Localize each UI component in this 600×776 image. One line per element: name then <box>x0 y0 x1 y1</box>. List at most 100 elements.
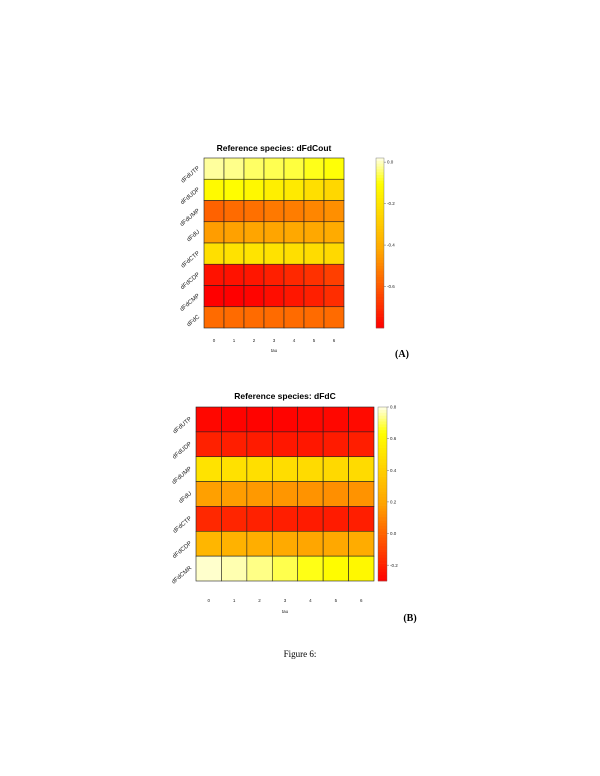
colorbar-swatch <box>378 575 387 579</box>
heatmap-cell <box>303 242 325 265</box>
row-label: dFdUDP <box>180 187 201 206</box>
colorbar-swatch <box>376 291 384 295</box>
x-tick-label: 1 <box>233 338 236 343</box>
colorbar-swatch <box>376 211 384 215</box>
figure-caption: Figure 6: <box>284 649 317 659</box>
colorbar-swatch <box>376 299 384 303</box>
colorbar-swatch <box>376 180 384 184</box>
colorbar-swatch <box>378 531 387 535</box>
colorbar-swatch <box>378 453 387 457</box>
colorbar-swatch <box>376 262 384 266</box>
colorbar-swatch <box>376 214 384 218</box>
colorbar-swatch <box>376 183 384 187</box>
colorbar-swatch <box>376 217 384 221</box>
colorbar-swatch <box>378 508 387 512</box>
colorbar-swatch <box>378 441 387 445</box>
colorbar-swatch <box>376 268 384 272</box>
colorbar-swatch <box>378 430 387 434</box>
row-label: dFdCTP <box>180 251 201 270</box>
colorbar-frame <box>377 406 388 582</box>
heatmap-cell <box>246 481 273 507</box>
colorbar-swatch <box>376 192 384 196</box>
row-label: dFdC <box>186 314 202 328</box>
colorbar-swatch <box>378 436 387 440</box>
heatmap-cell <box>195 406 222 433</box>
colorbar-swatch <box>376 166 384 170</box>
row-label: dFdUDP <box>172 441 193 460</box>
heatmap-cell <box>348 530 375 557</box>
colorbar-swatch <box>378 560 387 564</box>
heatmap-cell <box>271 506 299 532</box>
colorbar-swatch <box>376 243 384 247</box>
colorbar-tick-label: -0.2 <box>390 563 398 568</box>
x-tick-label: 0 <box>207 598 210 603</box>
heatmap-cell <box>323 263 345 286</box>
colorbar-swatch <box>376 172 384 176</box>
row-label: dFdCTP <box>172 516 193 535</box>
heatmap-cell <box>223 157 245 180</box>
heatmap-cell <box>283 263 305 286</box>
heatmap-cell <box>246 530 273 557</box>
colorbar-swatch <box>376 206 384 210</box>
heatmap-cell <box>271 481 299 507</box>
colorbar-swatch <box>376 277 384 281</box>
colorbar-swatch <box>376 237 384 241</box>
colorbar-swatch <box>378 447 387 451</box>
heatmap-cell <box>283 178 305 201</box>
colorbar-swatch <box>376 325 384 329</box>
heatmap-cell <box>263 221 285 244</box>
heatmap-cell <box>271 555 299 582</box>
row-label: dFdCDP <box>172 541 193 560</box>
heatmap-cell <box>303 157 325 180</box>
heatmap-cell <box>303 221 325 244</box>
colorbar-swatch <box>378 459 387 463</box>
colorbar-swatch <box>376 163 384 167</box>
colorbar-tick-label: -0.4 <box>387 243 395 248</box>
chart-title: Reference species: dFdC <box>234 391 336 401</box>
colorbar-swatch <box>376 248 384 252</box>
colorbar-swatch <box>378 525 387 530</box>
colorbar-swatch <box>376 254 384 258</box>
row-label: dFdU <box>178 491 193 505</box>
x-tick-label: 5 <box>313 338 316 343</box>
colorbar-swatch <box>376 257 384 261</box>
heatmap-cell <box>283 221 305 244</box>
colorbar-swatch <box>376 260 384 264</box>
heatmap-cell <box>195 456 222 482</box>
heatmap-cell <box>297 406 324 433</box>
heatmap-cell <box>348 406 375 433</box>
heatmap-cell <box>303 263 325 286</box>
heatmap-cell <box>195 530 222 557</box>
colorbar-tick-label: 0.6 <box>390 436 397 441</box>
heatmap-cell <box>223 200 245 223</box>
x-axis-label: tau <box>282 609 289 614</box>
row-label: dFdUMP <box>171 466 193 486</box>
colorbar-swatch <box>378 409 387 414</box>
colorbar-swatch <box>378 488 387 492</box>
heatmap-cell <box>223 306 245 329</box>
heatmap-cell <box>303 200 325 223</box>
colorbar-tick-label: 0.0 <box>390 531 397 536</box>
heatmap-cell <box>303 178 325 201</box>
heatmap-cell <box>203 242 225 265</box>
colorbar-swatch <box>378 427 387 431</box>
row-label: dFdCMP <box>179 293 201 313</box>
heatmap-cell <box>297 555 324 582</box>
heatmap-cell <box>297 431 324 458</box>
colorbar-swatch <box>378 578 387 582</box>
colorbar-swatch <box>378 407 387 411</box>
heatmap-cell <box>283 285 305 308</box>
colorbar-swatch <box>378 569 387 573</box>
heatmap-cell <box>246 431 273 458</box>
colorbar-swatch <box>378 462 387 466</box>
colorbar-swatch <box>378 511 387 515</box>
colorbar-swatch <box>376 234 384 238</box>
heatmap-cell <box>283 242 305 265</box>
heatmap-cell <box>246 555 273 582</box>
heatmap-cell <box>322 406 349 433</box>
heatmap-cell <box>243 242 265 265</box>
colorbar-swatch <box>378 479 387 483</box>
colorbar-swatch <box>376 294 384 298</box>
heatmap-cell <box>221 506 248 532</box>
colorbar-swatch <box>376 240 384 244</box>
